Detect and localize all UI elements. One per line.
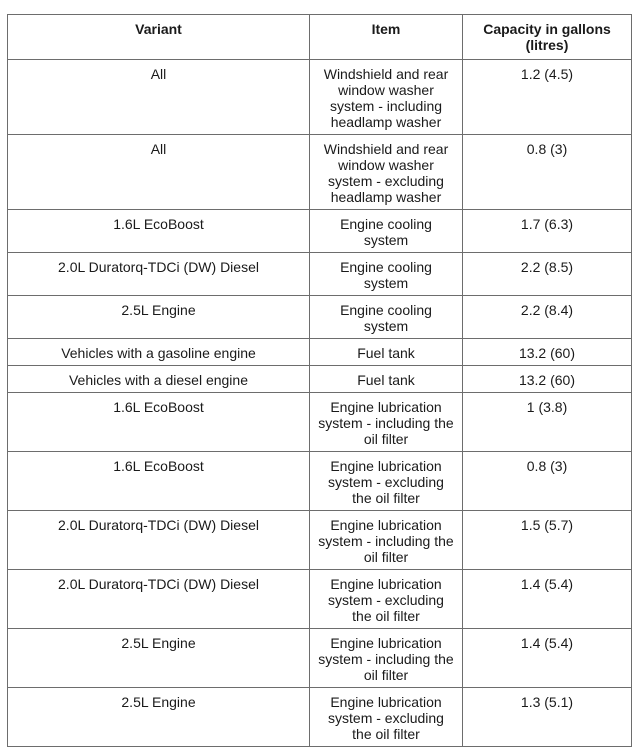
table-row: 1.6L EcoBoost Engine lubrication system -… xyxy=(7,392,632,452)
header-capacity: Capacity in gallons (litres) xyxy=(462,14,632,60)
table-row: 1.6L EcoBoost Engine cooling system 1.7 (6… xyxy=(7,209,632,253)
item-cell: Engine lubrication system - including th… xyxy=(309,510,463,570)
capacity-cell: 0.8 (3) xyxy=(462,134,632,210)
item-cell: Windshield and rear window washer system… xyxy=(309,134,463,210)
variant-cell: 2.5L Engine xyxy=(7,628,310,688)
variant-cell: 2.5L Engine xyxy=(7,687,310,747)
item-cell: Engine lubrication system - including th… xyxy=(309,392,463,452)
item-cell: Engine lubrication system - excluding th… xyxy=(309,687,463,747)
header-row: Variant Item Capacity in gallons (litres… xyxy=(7,14,632,60)
variant-cell: 2.5L Engine xyxy=(7,295,310,339)
capacity-cell: 1.3 (5.1) xyxy=(462,687,632,747)
item-cell: Engine cooling system xyxy=(309,252,463,296)
table-row: Vehicles with a gasoline engine Fuel tank… xyxy=(7,338,632,366)
table-row: 1.6L EcoBoost Engine lubrication system -… xyxy=(7,451,632,511)
item-cell: Engine cooling system xyxy=(309,295,463,339)
capacity-cell: 0.8 (3) xyxy=(462,451,632,511)
table-row: All Windshield and rear window washer sys… xyxy=(7,134,632,210)
variant-cell: 1.6L EcoBoost xyxy=(7,392,310,452)
table-row: 2.5L Engine Engine cooling system 2.2 (8.4… xyxy=(7,295,632,339)
capacity-cell: 1 (3.8) xyxy=(462,392,632,452)
item-cell: Engine lubrication system - excluding th… xyxy=(309,451,463,511)
item-cell: Fuel tank xyxy=(309,365,463,393)
item-cell: Engine lubrication system - excluding th… xyxy=(309,569,463,629)
item-cell: Engine cooling system xyxy=(309,209,463,253)
table-row: Vehicles with a diesel engine Fuel tank 13… xyxy=(7,365,632,393)
table-row: 2.5L Engine Engine lubrication system - e… xyxy=(7,687,632,747)
item-cell: Fuel tank xyxy=(309,338,463,366)
capacity-cell: 1.7 (6.3) xyxy=(462,209,632,253)
capacity-cell: 2.2 (8.4) xyxy=(462,295,632,339)
table-row: 2.5L Engine Engine lubrication system - i… xyxy=(7,628,632,688)
capacity-cell: 1.5 (5.7) xyxy=(462,510,632,570)
variant-cell: 1.6L EcoBoost xyxy=(7,451,310,511)
variant-cell: All xyxy=(7,59,310,135)
variant-cell: 2.0L Duratorq-TDCi (DW) Diesel xyxy=(7,569,310,629)
variant-cell: 2.0L Duratorq-TDCi (DW) Diesel xyxy=(7,252,310,296)
capacity-cell: 13.2 (60) xyxy=(462,365,632,393)
capacity-cell: 1.2 (4.5) xyxy=(462,59,632,135)
capacities-table: Variant Item Capacity in gallons (litres… xyxy=(7,14,632,747)
header-variant: Variant xyxy=(7,14,310,60)
variant-cell: Vehicles with a gasoline engine xyxy=(7,338,310,366)
table-row: 2.0L Duratorq-TDCi (DW) Diesel Engine coo… xyxy=(7,252,632,296)
variant-cell: 2.0L Duratorq-TDCi (DW) Diesel xyxy=(7,510,310,570)
capacity-cell: 13.2 (60) xyxy=(462,338,632,366)
capacity-cell: 2.2 (8.5) xyxy=(462,252,632,296)
table-row: 2.0L Duratorq-TDCi (DW) Diesel Engine lub… xyxy=(7,510,632,570)
table-row: All Windshield and rear window washer sys… xyxy=(7,59,632,135)
header-item: Item xyxy=(309,14,463,60)
variant-cell: Vehicles with a diesel engine xyxy=(7,365,310,393)
capacity-cell: 1.4 (5.4) xyxy=(462,569,632,629)
capacity-cell: 1.4 (5.4) xyxy=(462,628,632,688)
item-cell: Windshield and rear window washer system… xyxy=(309,59,463,135)
table-row: 2.0L Duratorq-TDCi (DW) Diesel Engine lub… xyxy=(7,569,632,629)
variant-cell: All xyxy=(7,134,310,210)
item-cell: Engine lubrication system - including th… xyxy=(309,628,463,688)
variant-cell: 1.6L EcoBoost xyxy=(7,209,310,253)
